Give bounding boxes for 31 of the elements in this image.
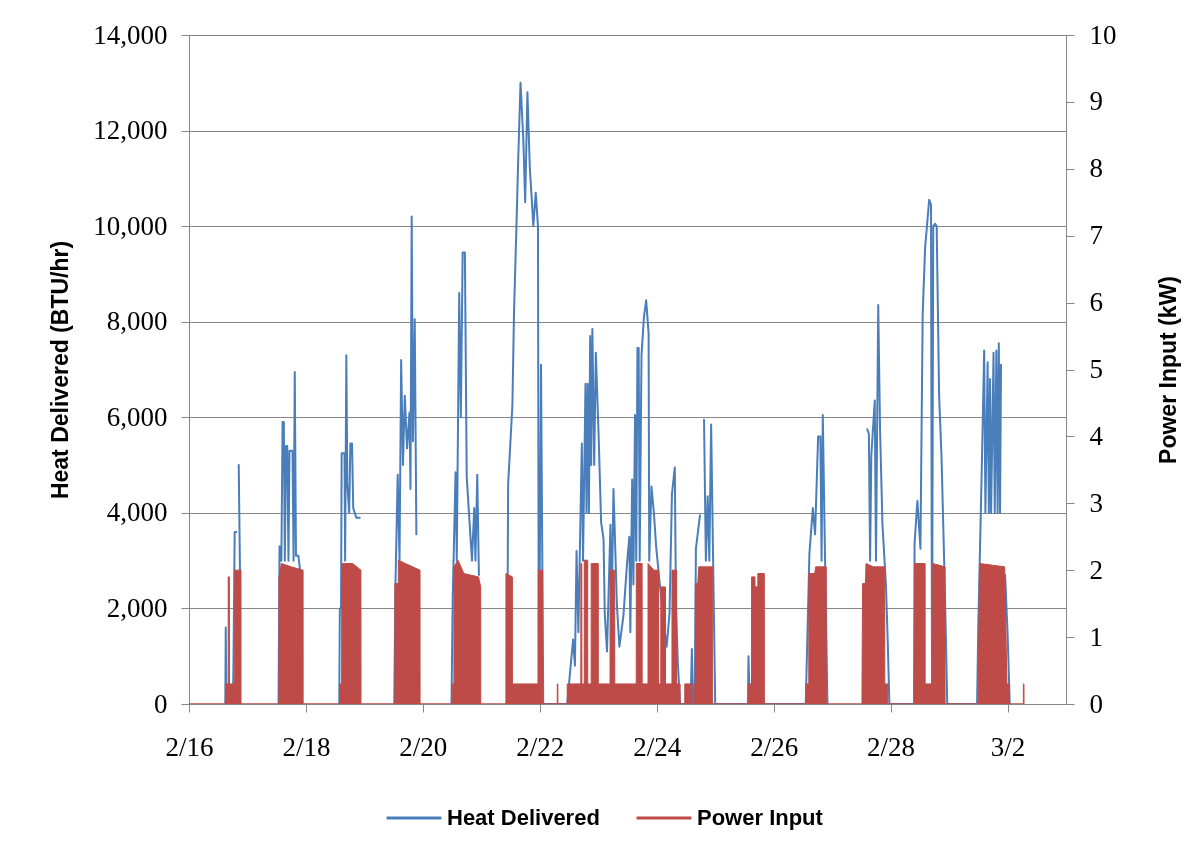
- y-tick-label: 12,000: [93, 115, 168, 146]
- y-tick-label: 0: [154, 688, 168, 719]
- legend-label: Heat Delivered: [447, 805, 600, 830]
- x-tick-label: 2/18: [282, 731, 331, 762]
- y2-tick-label: 7: [1089, 220, 1103, 251]
- x-tick-label: 3/2: [990, 731, 1026, 762]
- y2-axis-title: Power Input (kW): [1154, 276, 1181, 464]
- y-tick-label: 6,000: [106, 401, 168, 432]
- y2-tick-label: 5: [1089, 354, 1103, 384]
- y-tick-label: 10,000: [93, 210, 168, 241]
- y-tick-label: 2,000: [106, 592, 168, 623]
- y2-tick-label: 8: [1089, 153, 1103, 184]
- x-tick-label: 2/26: [750, 731, 799, 762]
- y2-tick-label: 6: [1089, 287, 1103, 318]
- y2-tick-label: 2: [1089, 554, 1103, 585]
- y-axis-title: Heat Delivered (BTU/hr): [47, 240, 74, 500]
- y-tick-label: 4,000: [106, 497, 168, 528]
- y-tick-label: 8,000: [106, 306, 168, 337]
- y2-tick-label: 1: [1089, 621, 1103, 652]
- y2-tick-label: 10: [1089, 19, 1117, 50]
- y2-tick-label: 9: [1089, 86, 1103, 117]
- x-tick-label: 2/22: [516, 731, 565, 762]
- x-tick-label: 2/24: [633, 731, 682, 762]
- legend-label: Power Input: [697, 805, 824, 830]
- y-tick-label: 14,000: [93, 19, 168, 50]
- y2-tick-label: 3: [1089, 487, 1103, 518]
- y2-tick-label: 0: [1089, 688, 1103, 719]
- x-tick-label: 2/20: [399, 731, 448, 762]
- x-tick-label: 2/28: [867, 731, 916, 762]
- y2-tick-label: 4: [1089, 420, 1104, 451]
- x-tick-label: 2/16: [165, 731, 214, 762]
